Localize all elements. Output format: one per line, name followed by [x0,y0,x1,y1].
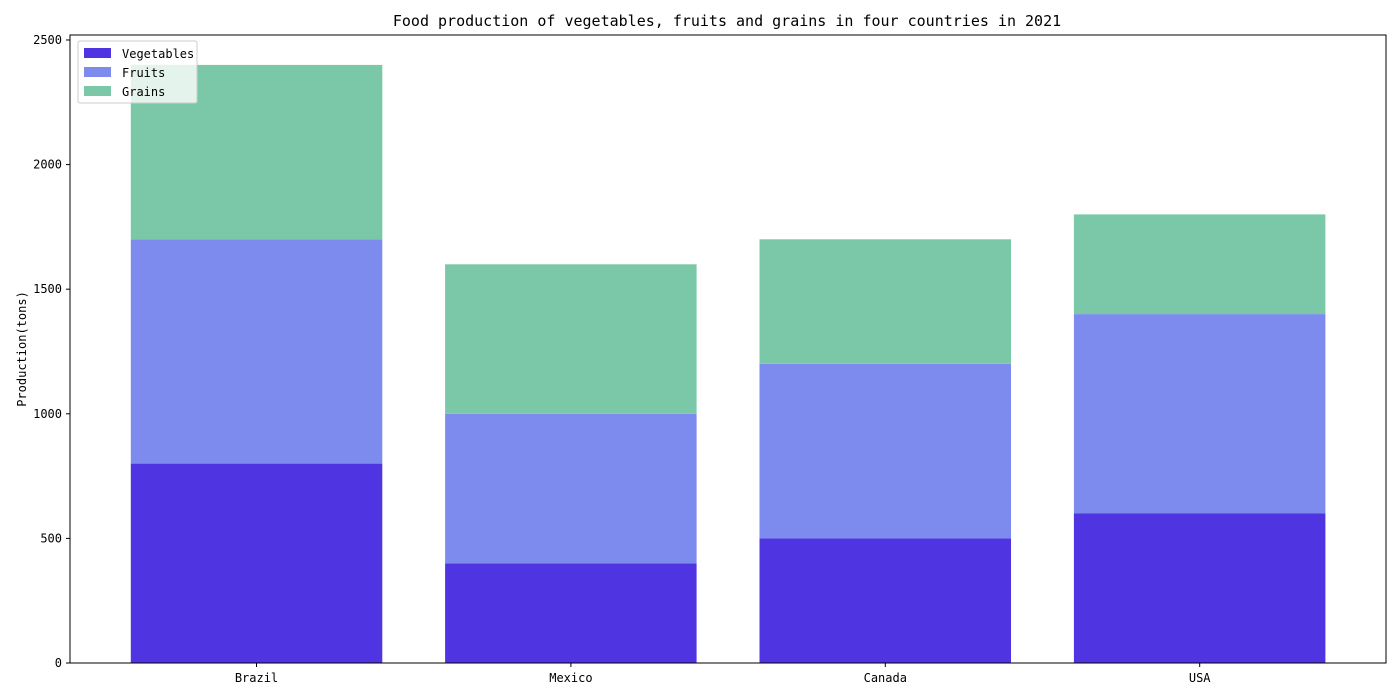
legend-label-grains: Grains [122,85,165,99]
x-tick-label: Brazil [235,671,278,685]
bar-grains-canada [759,239,1011,364]
y-axis-label: Production(tons) [15,291,29,407]
chart-title: Food production of vegetables, fruits an… [393,12,1061,30]
x-tick-label: Canada [864,671,907,685]
y-tick-label: 2000 [33,158,62,172]
bar-fruits-mexico [445,413,697,564]
legend-label-fruits: Fruits [122,66,165,80]
legend: Vegetables Fruits Grains [77,40,198,104]
legend-swatch-grains [84,86,111,96]
x-tick-label: USA [1189,671,1211,685]
bar-grains-mexico [445,264,697,414]
y-tick-label: 500 [40,531,62,545]
y-tick-label: 2500 [33,33,62,47]
legend-swatch-fruits [84,67,111,77]
bar-vegetables-mexico [445,563,697,663]
axes-layer: Brazil Mexico Canada USA 0 500 1000 1500 2000 250… [33,33,1211,685]
y-tick-label: 1500 [33,282,62,296]
bar-fruits-canada [759,364,1011,539]
y-tick-label: 0 [55,656,62,670]
bar-fruits-usa [1073,314,1326,514]
bar-grains-usa [1073,214,1326,315]
plot-frame [69,34,1387,664]
legend-swatch-vegetables [84,48,111,58]
bar-fruits-brazil [130,239,383,464]
y-tick-label: 1000 [33,407,62,421]
x-tick-label: Mexico [549,671,592,685]
bar-vegetables-brazil [130,463,383,663]
bars-layer [130,64,1326,663]
legend-label-vegetables: Vegetables [122,47,194,61]
bar-vegetables-usa [1073,513,1326,663]
bar-vegetables-canada [759,538,1011,663]
